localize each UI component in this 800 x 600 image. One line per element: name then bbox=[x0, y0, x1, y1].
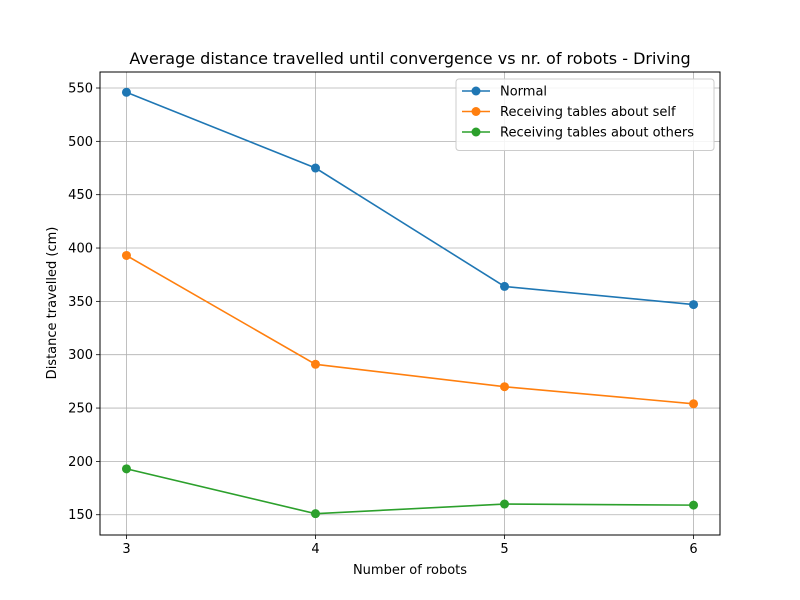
series-line bbox=[126, 91, 694, 306]
data-point bbox=[689, 500, 699, 510]
series-line bbox=[126, 254, 694, 405]
legend-swatch-marker bbox=[471, 107, 481, 116]
y-tick-label: 200 bbox=[68, 455, 93, 470]
plot-frame bbox=[99, 71, 721, 536]
data-point bbox=[310, 163, 320, 173]
legend-label: Receiving tables about others bbox=[500, 126, 694, 141]
legend-box bbox=[455, 78, 715, 151]
x-axis-label: Number of robots bbox=[353, 563, 467, 578]
x-tick-label: 6 bbox=[689, 542, 697, 557]
data-point bbox=[689, 300, 699, 310]
y-tick-label: 350 bbox=[68, 295, 93, 310]
y-tick-label: 300 bbox=[68, 348, 93, 363]
data-point bbox=[689, 399, 699, 409]
legend-label: Normal bbox=[500, 85, 547, 100]
y-tick-label: 450 bbox=[68, 188, 93, 203]
x-tick-label: 5 bbox=[500, 542, 508, 557]
series-line bbox=[126, 468, 694, 515]
data-point bbox=[500, 499, 510, 509]
data-point bbox=[500, 281, 510, 291]
legend-swatch-marker bbox=[471, 127, 481, 137]
y-tick-label: 150 bbox=[68, 508, 93, 523]
x-tick-label: 3 bbox=[122, 542, 130, 557]
y-tick-label: 250 bbox=[68, 402, 93, 417]
legend-label: Receiving tables about self bbox=[500, 105, 676, 120]
tick-layer: 3 4 5 6 150 200 250 300 350 400 450 500 550 bbox=[68, 82, 698, 557]
data-point bbox=[310, 359, 320, 369]
x-tick-label: 4 bbox=[311, 542, 319, 557]
legend-swatch-marker bbox=[471, 86, 481, 96]
data-point bbox=[500, 382, 510, 392]
y-tick-label: 550 bbox=[68, 82, 93, 97]
legend: Normal Receiving tables about self Receivi… bbox=[455, 78, 715, 151]
y-tick-label: 400 bbox=[68, 242, 93, 257]
data-point bbox=[121, 250, 131, 260]
data-point bbox=[310, 509, 320, 519]
chart-title: Average distance travelled until converg… bbox=[129, 49, 690, 68]
data-point bbox=[121, 87, 131, 97]
data-point bbox=[121, 464, 131, 474]
y-tick-label: 500 bbox=[68, 135, 93, 150]
series-layer bbox=[121, 87, 699, 519]
y-axis-label: Distance travelled (cm) bbox=[45, 227, 60, 380]
